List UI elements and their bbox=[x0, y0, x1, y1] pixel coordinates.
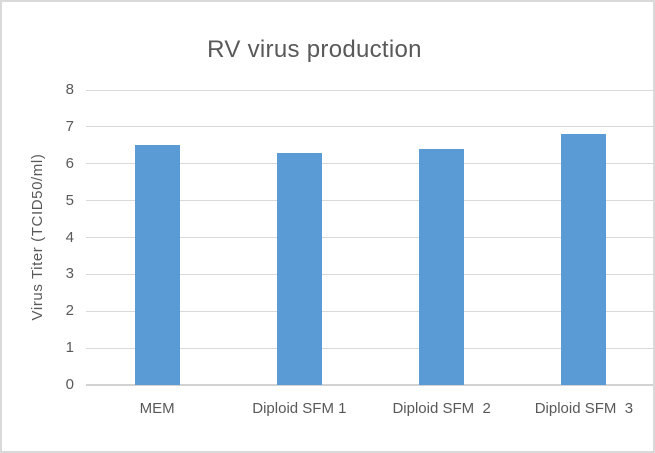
gridline bbox=[86, 310, 653, 312]
gridline bbox=[86, 237, 653, 238]
y-tick-label: 6 bbox=[65, 154, 74, 172]
x-tick-label: Diploid SFM 2 bbox=[392, 400, 491, 417]
gridline bbox=[86, 126, 653, 128]
bar bbox=[134, 145, 180, 385]
gridline bbox=[86, 200, 653, 202]
gridline bbox=[86, 163, 653, 165]
bar bbox=[561, 134, 607, 385]
gridline bbox=[86, 273, 653, 275]
y-tick-label: 4 bbox=[65, 228, 74, 246]
gridline bbox=[86, 347, 653, 349]
y-tick-label: 3 bbox=[65, 265, 74, 283]
x-tick-label: MEM bbox=[139, 400, 175, 417]
y-tick-label: 0 bbox=[65, 376, 74, 393]
y-tick-label: 2 bbox=[65, 302, 74, 320]
x-tick-label: Diploid SFM 1 bbox=[252, 400, 347, 417]
x-axis-line bbox=[86, 384, 653, 386]
y-tick-label: 1 bbox=[65, 339, 74, 357]
gridline bbox=[86, 89, 653, 91]
y-tick-label: 5 bbox=[65, 191, 74, 209]
bar bbox=[419, 149, 465, 385]
y-tick-label: 7 bbox=[65, 117, 74, 135]
chart-title: RV virus production bbox=[207, 36, 422, 63]
x-tick-label: Diploid SFM 3 bbox=[534, 400, 634, 417]
bar bbox=[276, 152, 322, 385]
y-tick-label: 8 bbox=[65, 81, 74, 98]
